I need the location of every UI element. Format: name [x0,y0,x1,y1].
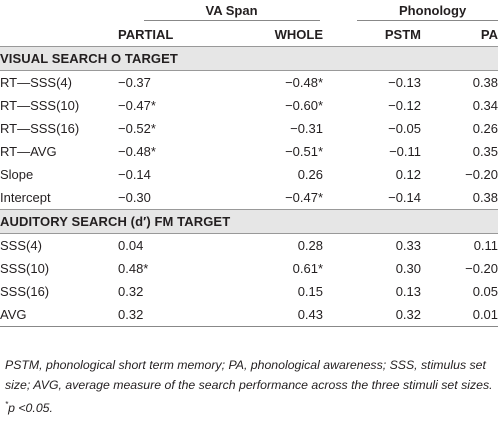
cell-pstm: −0.12 [388,98,422,113]
cell-whole: −0.47* [285,190,324,205]
row-label: Slope [0,167,34,182]
row-label: RT—SSS(4) [0,75,72,90]
cell-pa: −0.20 [465,261,498,276]
section-header-row: AUDITORY SEARCH (d′) FM TARGET [0,209,498,234]
row-label: Intercept [0,190,51,205]
cell-pa: 0.38 [472,75,498,90]
cell-pa: −0.20 [465,167,498,182]
cell-partial: 0.04 [118,238,144,253]
table-row: SSS(10) 0.48* 0.61* 0.30 −0.20 [0,257,498,280]
row-label: SSS(10) [0,261,50,276]
col-header-whole: WHOLE [274,27,324,42]
section-title: VISUAL SEARCH O TARGET [0,46,498,71]
table-row: RT—SSS(16) −0.52* −0.31 −0.05 0.26 [0,117,498,140]
cell-pa: 0.38 [472,190,498,205]
table-row: RT—AVG −0.48* −0.51* −0.11 0.35 [0,140,498,163]
cell-whole: 0.26 [297,167,324,182]
table-row: RT—SSS(4) −0.37 −0.48* −0.13 0.38 [0,71,498,95]
section-header-row: VISUAL SEARCH O TARGET [0,46,498,71]
row-label: SSS(16) [0,284,50,299]
cell-pstm: −0.05 [388,121,422,136]
cell-pstm: 0.12 [395,167,422,182]
group-header-row: VA Span Phonology [0,0,498,23]
column-header-row: PARTIAL WHOLE PSTM PA [0,23,498,47]
table-row: Intercept −0.30 −0.47* −0.14 0.38 [0,186,498,210]
cell-partial: −0.52* [118,121,156,136]
cell-pa: 0.11 [473,238,498,253]
row-label: SSS(4) [0,238,42,253]
table-row: SSS(16) 0.32 0.15 0.13 0.05 [0,280,498,303]
cell-partial: 0.32 [118,284,144,299]
group-header-phonology: Phonology [357,3,498,21]
table-row: RT—SSS(10) −0.47* −0.60* −0.12 0.34 [0,94,498,117]
cell-whole: 0.61* [292,261,324,276]
col-header-pstm: PSTM [384,27,422,42]
section-title: AUDITORY SEARCH (d′) FM TARGET [0,209,498,234]
cell-pstm: −0.14 [388,190,422,205]
cell-partial: −0.48* [118,144,156,159]
table-row: SSS(4) 0.04 0.28 0.33 0.11 [0,234,498,258]
cell-pstm: 0.13 [395,284,422,299]
cell-whole: 0.43 [220,303,324,327]
cell-pa: 0.26 [472,121,498,136]
cell-partial: 0.32 [118,303,220,327]
cell-pstm: −0.13 [388,75,422,90]
cell-pstm: 0.33 [395,238,422,253]
col-header-partial: PARTIAL [118,27,174,42]
cell-whole: −0.60* [285,98,324,113]
cell-pa: 0.34 [472,98,498,113]
group-header-va-span: VA Span [143,3,320,21]
significance-note: p <0.05. [8,401,53,416]
row-label: RT—AVG [0,144,57,159]
significance-marker: * [5,400,9,409]
cell-whole: −0.31 [290,121,324,136]
cell-whole: 0.15 [297,284,324,299]
cell-pstm: 0.32 [323,303,422,327]
cell-pstm: −0.11 [389,144,422,159]
cell-partial: −0.14 [118,167,151,182]
cell-pstm: 0.30 [395,261,422,276]
cell-whole: −0.51* [285,144,324,159]
cell-whole: 0.28 [297,238,324,253]
cell-partial: 0.48* [118,261,149,276]
footnote-text: PSTM, phonological short term memory; PA… [5,358,493,392]
cell-whole: −0.48* [285,75,324,90]
table-row: AVG 0.32 0.43 0.32 0.01 [0,303,498,327]
cell-partial: −0.30 [118,190,151,205]
correlation-table: VA Span Phonology PARTIAL WHOLE PSTM PA … [0,0,498,327]
cell-pa: 0.01 [421,303,498,327]
col-header-pa: PA [480,27,498,42]
cell-partial: −0.37 [118,75,151,90]
cell-pa: 0.35 [472,144,498,159]
cell-partial: −0.47* [118,98,156,113]
cell-pa: 0.05 [472,284,498,299]
row-label: RT—SSS(16) [0,121,80,136]
row-label: AVG [0,303,118,327]
row-label: RT—SSS(10) [0,98,80,113]
table-row: Slope −0.14 0.26 0.12 −0.20 [0,163,498,186]
table-footnote: PSTM, phonological short term memory; PA… [5,355,493,418]
table-body: VISUAL SEARCH O TARGET RT—SSS(4) −0.37 −0.4… [0,46,498,327]
